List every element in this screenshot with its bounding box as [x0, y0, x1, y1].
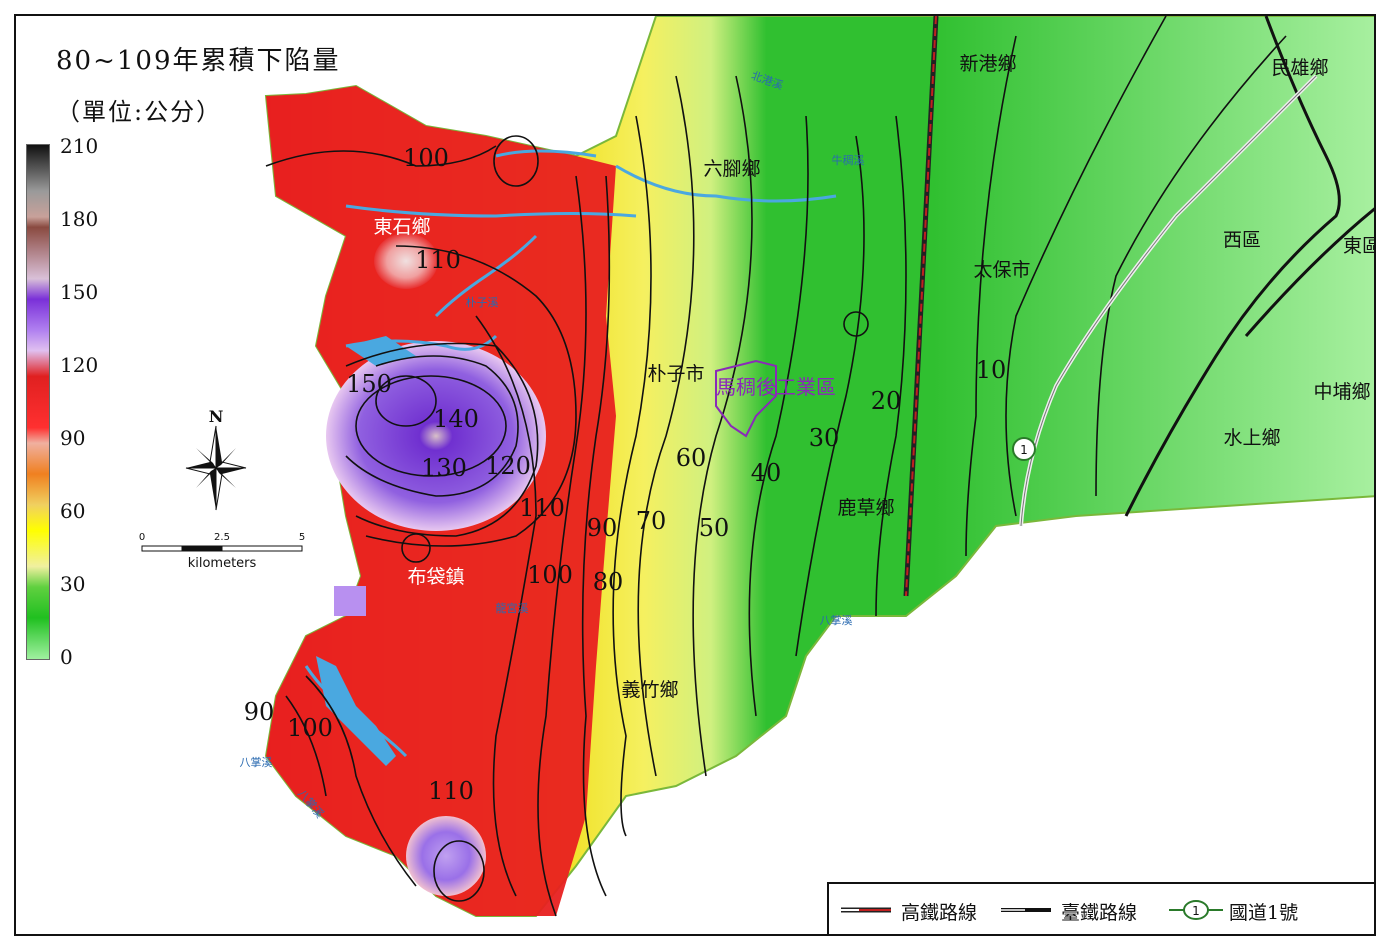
scale-tick: 5 — [299, 532, 305, 543]
place-label: 新港鄉 — [959, 53, 1016, 75]
contour-lines — [265, 16, 1287, 917]
colorbar-tick: 60 — [60, 499, 86, 523]
place-label: 西區 — [1223, 229, 1261, 251]
place-label: 東石鄉 — [373, 216, 430, 238]
contour-label: 90 — [587, 514, 618, 542]
colorbar-tick: 180 — [60, 207, 99, 231]
rail-legend-label: 臺鐵路線 — [1061, 902, 1138, 924]
contour-label: 100 — [527, 561, 573, 589]
pink-spot-south — [406, 816, 486, 896]
contour-label: 80 — [593, 568, 624, 596]
subsidence-map: 1 100 110 150 140 130 120 110 90 70 60 5… — [139, 16, 1376, 917]
freeway-symbol: 1 — [1169, 900, 1223, 920]
place-label: 民雄鄉 — [1271, 57, 1328, 79]
contour-label: 10 — [976, 356, 1007, 384]
colorbar-tick: 150 — [60, 280, 99, 304]
legend-symbols: 1 — [841, 900, 1223, 920]
hsr-legend-label: 高鐵路線 — [901, 902, 978, 924]
industrial-zone-outline — [715, 359, 777, 438]
place-label: 布袋鎮 — [407, 566, 464, 588]
scale-unit: kilometers — [188, 556, 257, 571]
scale-tick: 2.5 — [214, 532, 230, 543]
place-label: 水上鄉 — [1223, 427, 1280, 449]
scale-bar: 0 2.5 5 kilometers — [139, 532, 305, 571]
contour-label: 40 — [751, 459, 782, 487]
place-label: 鹿草鄉 — [837, 497, 894, 519]
north-arrow: N — [185, 407, 247, 511]
contour-label-group: 100 110 150 140 130 120 110 90 70 60 50 … — [244, 144, 1007, 805]
river-label: 牛稠溪 — [832, 153, 865, 167]
water-body — [346, 336, 416, 366]
river-label: 八掌溪 — [820, 613, 853, 627]
river-label: 龍宮溪 — [496, 601, 529, 615]
contour-label: 50 — [699, 514, 730, 542]
contour-label: 110 — [415, 246, 461, 274]
contour-label: 30 — [809, 424, 840, 452]
river-label: 八掌溪 — [240, 755, 273, 769]
contour-label: 110 — [428, 777, 474, 805]
contour-label: 100 — [403, 144, 449, 172]
water-body-south — [316, 656, 396, 766]
place-label: 六腳鄉 — [703, 158, 760, 180]
colorbar-tick: 30 — [60, 572, 86, 596]
contour-label: 100 — [287, 714, 333, 742]
hsr-line — [903, 16, 939, 597]
rail-line — [1124, 16, 1341, 517]
freeway-legend-shield: 1 — [1192, 904, 1200, 918]
place-label: 中埔鄉 — [1313, 381, 1370, 403]
contour-label: 110 — [519, 494, 565, 522]
line-legend: 1 高鐵路線 臺鐵路線 國道1號 — [827, 882, 1374, 934]
place-label: 太保市 — [973, 259, 1030, 281]
colorbar — [26, 144, 50, 660]
place-label: 東區 — [1343, 235, 1376, 257]
contour-label: 70 — [636, 507, 667, 535]
place-label: 朴子市 — [647, 363, 704, 385]
freeway-legend-label: 國道1號 — [1229, 902, 1299, 924]
contour-label: 60 — [676, 444, 707, 472]
map-frame: 1 100 110 150 140 130 120 110 90 70 60 5… — [14, 14, 1376, 936]
colorbar-tick: 120 — [60, 353, 99, 377]
colorbar-tick: 90 — [60, 426, 86, 450]
contour-label: 130 — [421, 454, 467, 482]
map-unit: （單位:公分） — [56, 98, 223, 126]
contour-label: 150 — [346, 370, 392, 398]
scale-tick: 0 — [139, 532, 145, 543]
contour-label: 20 — [871, 387, 902, 415]
contour-label: 140 — [433, 405, 479, 433]
place-label: 義竹鄉 — [621, 679, 678, 701]
contour-label: 90 — [244, 698, 275, 726]
river-label: 朴子溪 — [466, 295, 499, 309]
freeway-shield-label: 1 — [1020, 443, 1028, 457]
freeway-shield: 1 — [1012, 437, 1036, 461]
purple-patch-west — [334, 586, 366, 616]
colorbar-tick: 0 — [60, 645, 73, 669]
colorbar-tick: 210 — [60, 134, 99, 158]
industrial-zone-label: 馬稠後工業區 — [716, 375, 836, 399]
map-title: 80~109年累積下陷量 — [56, 46, 341, 76]
rail-line-east — [1244, 207, 1374, 337]
north-label: N — [209, 407, 224, 426]
contour-label: 120 — [485, 452, 531, 480]
place-label-group: 東石鄉 布袋鎮 六腳鄉 朴子市 鹿草鄉 義竹鄉 新港鄉 民雄鄉 太保市 西區 東… — [373, 53, 1376, 701]
